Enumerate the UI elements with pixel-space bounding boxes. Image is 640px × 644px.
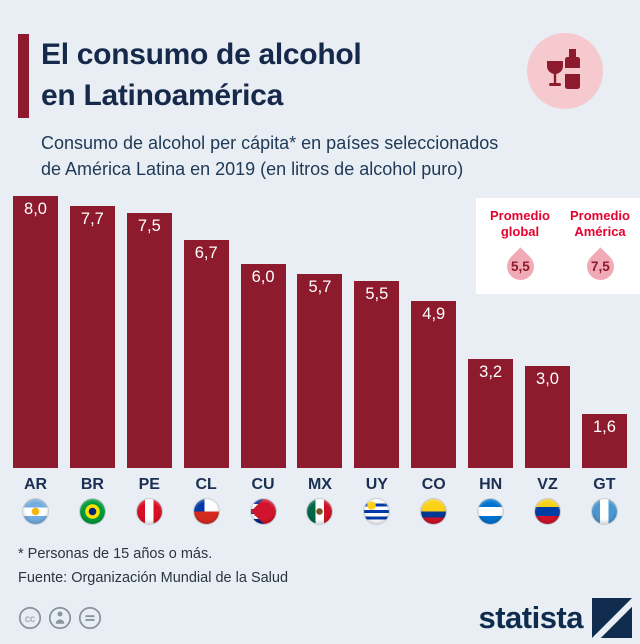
- bar-track: 1,6: [581, 196, 627, 468]
- bar-track: 6,0: [240, 196, 286, 468]
- vz-flag-icon: [535, 499, 561, 524]
- license-badges[interactable]: cc: [18, 606, 102, 630]
- legend-global-value: 5,5: [510, 259, 530, 274]
- bar: 8,0: [13, 196, 58, 468]
- source: Fuente: Organización Mundial de la Salud: [18, 570, 289, 586]
- co-flag-icon: [421, 499, 447, 524]
- bar-value-label: 6,0: [251, 268, 275, 286]
- bar-column: 3,2 HN: [468, 196, 514, 524]
- bar-column: 3,0 VZ: [525, 196, 571, 524]
- bar-value-label: 1,6: [592, 417, 616, 436]
- bar: 1,6: [581, 413, 627, 468]
- pe-flag-icon: [136, 499, 162, 524]
- bar-value-label: 5,5: [365, 285, 389, 303]
- bar-track: 3,2: [468, 196, 514, 468]
- legend-global-label: Promedio global: [490, 208, 550, 239]
- bar-column: 7,7 BR: [69, 196, 115, 524]
- bottom-bar: cc statista: [0, 596, 640, 640]
- country-code: BR: [80, 476, 104, 493]
- bar-track: 6,7: [183, 196, 229, 468]
- bar: 7,7: [69, 206, 115, 468]
- cu-flag-icon: [250, 499, 276, 524]
- ar-flag-icon: [23, 499, 48, 524]
- header: El consumo de alcohol en Latinoamérica: [0, 0, 640, 118]
- bars-container: 8,0 AR 7,7 BR 7,5 PE 6,7 CL 6,0 CU 5,7 MX 5,5 UY 4,9 CO…: [13, 196, 627, 524]
- wine-glass-and-bottle-icon: [527, 33, 603, 109]
- page-title-line1: El consumo de alcohol: [41, 38, 362, 71]
- bar-column: 6,0 CU: [240, 196, 286, 524]
- svg-text:cc: cc: [25, 614, 35, 625]
- statista-logo[interactable]: statista: [478, 598, 632, 638]
- country-code: CO: [421, 476, 446, 493]
- country-code: HN: [479, 476, 503, 493]
- bar: 5,7: [297, 274, 343, 468]
- bar-track: 4,9: [411, 196, 457, 468]
- bar-track: 5,7: [297, 196, 343, 468]
- page-title-line2: en Latinoamérica: [41, 79, 283, 112]
- country-code: GT: [593, 476, 616, 493]
- bar-track: 7,5: [126, 196, 172, 468]
- bar: 4,9: [411, 301, 457, 468]
- bar-value-label: 3,0: [536, 370, 559, 388]
- legend-global: Promedio global 5,5: [480, 208, 560, 286]
- bar-track: 5,5: [354, 196, 400, 468]
- bar-track: 3,0: [525, 196, 571, 468]
- no-derivatives-icon[interactable]: [78, 606, 102, 630]
- bar-column: 4,9 CO: [411, 196, 457, 524]
- gt-flag-icon: [591, 499, 617, 524]
- country-code: UY: [365, 476, 388, 493]
- bar-column: 8,0 AR: [13, 196, 58, 524]
- legend-america: Promedio América 7,5: [560, 208, 640, 286]
- bar-column: 5,5 UY: [354, 196, 400, 524]
- bar: 7,5: [126, 213, 172, 468]
- country-code: PE: [138, 476, 160, 493]
- footnote: * Personas de 15 años o más.: [18, 546, 213, 562]
- bar-value-label: 4,9: [422, 305, 446, 324]
- bar-value-label: 6,7: [194, 244, 218, 263]
- bar-value-label: 8,0: [24, 200, 47, 218]
- bar: 6,7: [183, 240, 229, 468]
- country-code: CU: [251, 476, 275, 493]
- bar-value-label: 5,7: [308, 278, 332, 297]
- bar-column: 7,5 PE: [126, 196, 172, 524]
- bar-value-label: 7,5: [137, 217, 161, 235]
- subtitle-line2: de América Latina en 2019 (en litros de …: [41, 159, 464, 179]
- bar-value-label: 3,2: [479, 363, 503, 382]
- bar: 3,0: [525, 366, 571, 468]
- bar-track: 8,0: [13, 196, 58, 468]
- bar: 6,0: [240, 264, 286, 468]
- average-legend: Promedio global 5,5 Promedio América 7,5: [476, 198, 640, 294]
- mx-flag-icon: [307, 499, 333, 524]
- footnotes: * Personas de 15 años o más. Fuente: Org…: [18, 542, 622, 590]
- bar-column: 5,7 MX: [297, 196, 343, 524]
- hn-flag-icon: [478, 499, 504, 524]
- bar: 3,2: [468, 359, 514, 468]
- subtitle-line1: Consumo de alcohol per cápita* en países…: [41, 133, 499, 153]
- bar-track: 7,7: [69, 196, 115, 468]
- title-accent-bar: [18, 34, 29, 118]
- country-code: MX: [307, 476, 332, 493]
- statista-wordmark: statista: [478, 600, 583, 635]
- bar-column: 6,7 CL: [183, 196, 229, 524]
- uy-flag-icon: [364, 499, 390, 524]
- country-code: CL: [195, 476, 217, 493]
- legend-america-label: Promedio América: [570, 208, 630, 239]
- legend-america-value: 7,5: [590, 259, 610, 274]
- bar-column: 1,6 GT: [581, 196, 627, 524]
- statista-logo-square: [592, 598, 632, 638]
- bar: 5,5: [354, 281, 400, 468]
- creative-commons-icon[interactable]: cc: [18, 606, 42, 630]
- droplet-icon: 7,5: [580, 247, 620, 286]
- bar-chart: Promedio global 5,5 Promedio América 7,5…: [0, 196, 640, 524]
- subtitle: Consumo de alcohol per cápita* en países…: [41, 130, 622, 182]
- attribution-icon[interactable]: [48, 606, 72, 630]
- country-code: VZ: [537, 476, 558, 493]
- page-title: El consumo de alcohol en Latinoamérica: [41, 34, 362, 118]
- country-code: AR: [23, 476, 48, 493]
- bar-value-label: 7,7: [80, 210, 104, 229]
- cl-flag-icon: [193, 499, 219, 524]
- droplet-icon: 5,5: [500, 247, 540, 286]
- br-flag-icon: [79, 499, 105, 524]
